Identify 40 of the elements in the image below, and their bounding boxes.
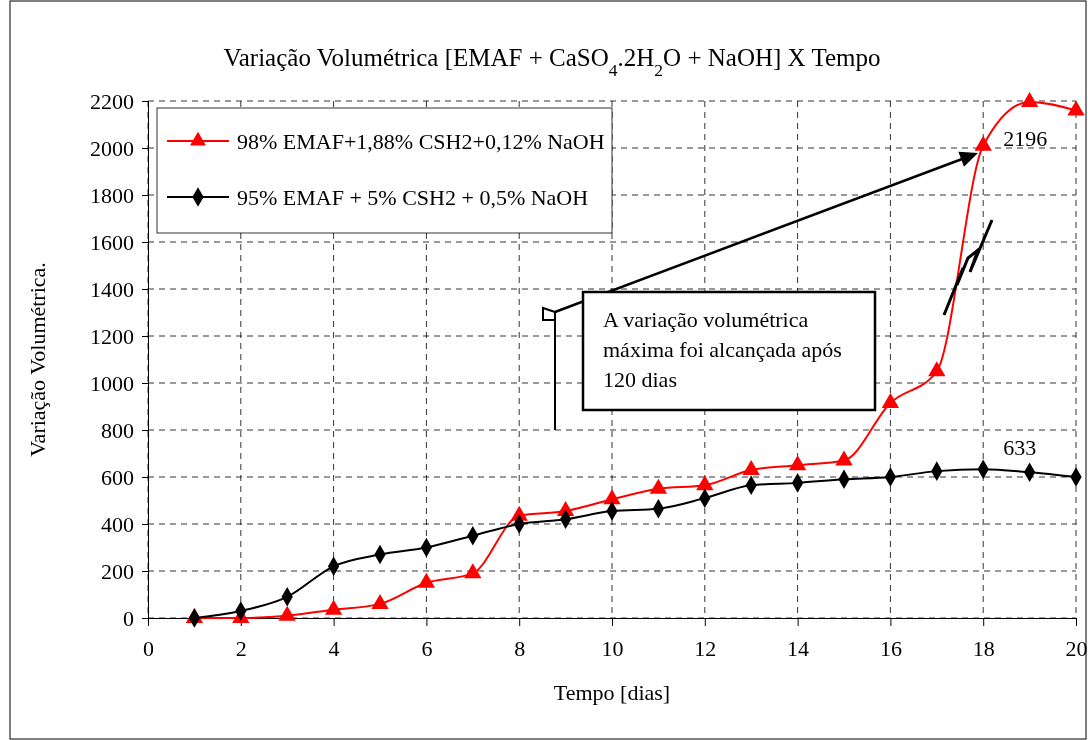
- point: [928, 361, 946, 377]
- x-tick-label: 14: [787, 635, 810, 661]
- y-tick-label: 1000: [90, 370, 134, 396]
- x-axis-title: Tempo [dias]: [553, 680, 671, 705]
- chart-title: Variação Volumétrica [EMAF + CaSO$_{4}$.2H$_{2}$O + NaOH] X Tempo: [223, 44, 881, 80]
- y-tick-label: 600: [101, 464, 134, 490]
- y-tick-label: 2200: [90, 88, 134, 114]
- x-tick-label: 12: [694, 635, 717, 661]
- y-tick-label: 200: [101, 558, 134, 584]
- annotation: 2196: [1003, 125, 1048, 151]
- legend-label: 98% EMAF+1,88% CSH2+0,12% NaOH: [237, 129, 605, 154]
- x-tick-label: 10: [601, 635, 624, 661]
- point: [788, 455, 807, 471]
- x-tick-label: 2: [235, 635, 247, 661]
- y-axis-title: Variação Volumétrica.: [25, 262, 50, 457]
- legend-label: 95% EMAF + 5% CSH2 + 0,5% NaOH: [237, 185, 589, 210]
- y-tick-label: 800: [101, 417, 134, 443]
- point: [1020, 91, 1039, 107]
- annotation: A variação volumétrica máxima foi alcançada após 120 dias: [603, 307, 842, 392]
- x-tick-label: 18: [972, 635, 995, 661]
- point: [603, 489, 621, 505]
- y-tick-label: 1200: [90, 323, 134, 349]
- x-tick-label: 16: [879, 635, 902, 661]
- point: [881, 392, 900, 408]
- x-tick-label: 4: [328, 635, 340, 661]
- y-tick-label: 1600: [90, 229, 134, 255]
- y-tick-label: 0: [123, 605, 134, 631]
- point: [835, 450, 853, 466]
- y-tick-label: 2000: [90, 135, 134, 161]
- point: [974, 135, 992, 151]
- point: [1067, 100, 1085, 116]
- y-tick-label: 1400: [90, 276, 134, 302]
- annotation: 633: [1003, 435, 1037, 461]
- point: [696, 475, 714, 491]
- y-tick-label: 400: [101, 511, 134, 537]
- x-tick-label: 0: [143, 635, 154, 661]
- x-tick-label: 8: [514, 635, 526, 661]
- x-tick-label: 6: [421, 635, 433, 661]
- x-tick-label: 20: [1065, 635, 1088, 661]
- y-tick-label: 1800: [90, 182, 134, 208]
